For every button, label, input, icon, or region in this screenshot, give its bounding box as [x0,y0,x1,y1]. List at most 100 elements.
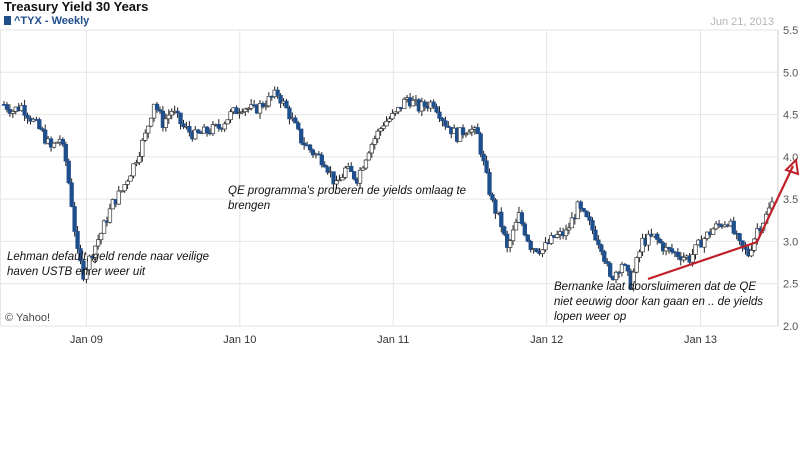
candle-body [37,119,42,130]
candle-body [360,167,366,171]
x-tick-label: Jan 10 [223,334,256,346]
candle-body [543,242,548,251]
candle-body [204,126,210,134]
candle-body [737,233,742,242]
candle-body [98,232,104,241]
candle-body [107,208,113,223]
candle-body [619,263,625,274]
candle-body [340,177,345,181]
candle-body [154,103,160,110]
series-label: ^TYX - Weekly [14,15,90,27]
candle-body [163,118,168,128]
candle-body [307,144,313,151]
candle-body [275,89,280,96]
candle-body [249,104,254,109]
candle-body [60,138,66,145]
candle-body [63,143,68,162]
candle-body [466,131,472,135]
candle-body [693,244,698,255]
candle-body [225,119,230,125]
candle-body [293,117,298,124]
y-tick-label: 5.0 [783,67,798,79]
candle-body [446,125,451,128]
candle-body [437,111,442,119]
candle-body [331,171,336,185]
candle-body [369,144,374,154]
candle-body [237,112,242,114]
candle-body [484,160,489,173]
y-tick-label: 2.0 [783,321,798,333]
candle-body [193,129,198,140]
candle-body [593,229,598,241]
candle-body [140,139,145,157]
y-axis: 2.02.53.03.54.04.55.05.5 [783,25,798,333]
candle-body [469,128,475,133]
x-tick-label: Jan 09 [70,334,103,346]
candle-body [563,229,569,237]
candle-body [522,223,527,236]
y-tick-label: 3.5 [783,194,798,206]
candle-body [675,251,680,257]
candle-body [613,271,619,281]
candle-body [602,251,607,262]
candle-body [510,229,516,242]
candle-body [266,95,271,107]
candle-body [134,162,139,165]
candle-body [528,240,533,250]
candle-body [310,149,316,156]
candle-body [187,126,192,133]
candle-body [51,142,57,148]
candle-body [393,111,398,114]
candle-body [481,153,486,162]
candle-body [210,124,216,134]
candle-body [181,123,186,127]
candle-body [443,120,448,127]
candle-body [151,103,157,119]
candle-body [260,103,266,108]
candle-body [390,113,395,120]
candle-body [463,133,469,136]
candle-body [143,132,148,141]
x-tick-label: Jan 13 [684,334,717,346]
candle-body [234,107,239,114]
candle-body [384,121,389,127]
candle-body [534,248,539,252]
candle-body [487,172,492,195]
x-tick-label: Jan 11 [377,334,409,346]
candle-body [578,201,583,209]
candle-body [434,106,439,113]
candle-body [422,101,427,107]
y-tick-label: 2.5 [783,279,798,291]
candle-body [4,104,10,110]
candle-body [387,118,392,122]
candle-body [622,263,628,266]
candle-body [240,111,245,114]
candle-body [599,244,604,252]
candle-body [66,160,71,184]
candle-body [660,242,666,252]
candle-body [78,248,83,262]
candle-body [713,223,719,230]
series-swatch [4,16,11,25]
series-legend: ^TYX - Weekly [4,15,89,27]
candle-body [646,233,651,246]
candle-body [752,238,757,251]
candle-body [334,180,339,185]
candle-body [148,117,154,127]
candle-body [322,164,327,168]
candle-body [749,250,754,257]
trend-arrow-head [784,157,800,176]
candle-body [169,110,174,116]
candle-body [596,239,601,246]
candle-body [566,227,572,231]
annotation-lehman: Lehman default, geld rende naar veilige … [7,251,210,278]
candle-body [246,107,251,110]
candle-body [166,114,171,120]
candle-body [337,179,342,182]
candle-body [549,235,554,244]
candle-body [116,190,121,205]
candle-body [216,124,221,129]
candle-body [658,239,663,244]
candle-body [175,110,180,114]
candle-body [296,122,301,130]
